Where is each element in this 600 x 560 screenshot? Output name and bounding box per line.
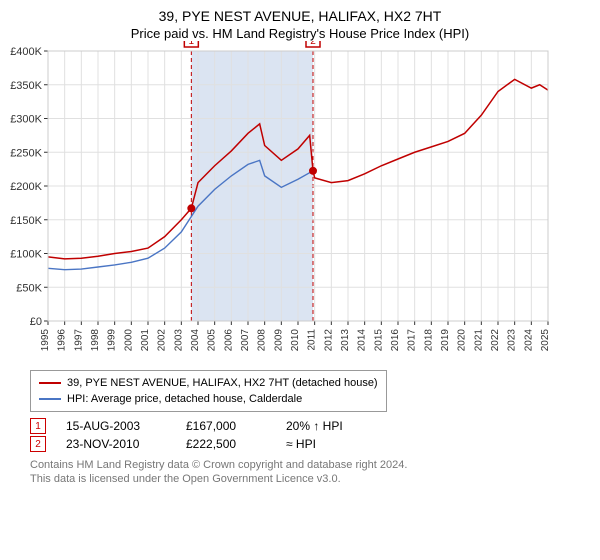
svg-text:£150K: £150K [10, 215, 42, 227]
svg-text:£100K: £100K [10, 249, 42, 261]
svg-text:2010: 2010 [290, 329, 301, 352]
legend-swatch [39, 382, 61, 384]
legend-label: 39, PYE NEST AVENUE, HALIFAX, HX2 7HT (d… [67, 375, 378, 391]
svg-text:2024: 2024 [523, 329, 534, 352]
title-line2: Price paid vs. HM Land Registry's House … [0, 26, 600, 41]
event-price: 15-AUG-2003 [66, 419, 186, 433]
svg-text:1995: 1995 [40, 329, 51, 352]
svg-text:£400K: £400K [10, 46, 42, 58]
svg-text:2025: 2025 [540, 329, 551, 352]
event-price: 23-NOV-2010 [66, 437, 186, 451]
svg-text:2001: 2001 [140, 329, 151, 352]
svg-text:2019: 2019 [440, 329, 451, 352]
svg-text:£200K: £200K [10, 181, 42, 193]
event-row: 223-NOV-2010£222,500≈ HPI [30, 436, 600, 452]
svg-text:2011: 2011 [307, 329, 318, 351]
svg-text:2004: 2004 [190, 329, 201, 352]
legend-label: HPI: Average price, detached house, Cald… [67, 391, 302, 407]
svg-text:2020: 2020 [457, 329, 468, 352]
svg-text:2002: 2002 [157, 329, 168, 352]
svg-text:2006: 2006 [223, 329, 234, 352]
svg-text:2021: 2021 [473, 329, 484, 352]
svg-text:2: 2 [310, 41, 316, 47]
chart: 1995 1996 1997 1998 1999 2000 2001 2002 2003 2004… [0, 41, 600, 364]
svg-text:2022: 2022 [490, 329, 501, 352]
event-row: 115-AUG-2003£167,00020% ↑ HPI [30, 418, 600, 434]
event-badge: 1 [30, 418, 46, 434]
chart-svg: 1995 1996 1997 1998 1999 2000 2001 2002 2003 2004… [0, 41, 560, 361]
svg-text:£350K: £350K [10, 80, 42, 92]
legend-item: 39, PYE NEST AVENUE, HALIFAX, HX2 7HT (d… [39, 375, 378, 391]
legend-swatch [39, 398, 61, 400]
svg-text:2023: 2023 [507, 329, 518, 352]
svg-text:2015: 2015 [373, 329, 384, 352]
svg-text:£250K: £250K [10, 147, 42, 159]
legend-item: HPI: Average price, detached house, Cald… [39, 391, 378, 407]
svg-text:1999: 1999 [107, 329, 118, 352]
svg-text:1997: 1997 [73, 329, 84, 352]
svg-text:£0: £0 [30, 316, 42, 328]
footer-line2: This data is licensed under the Open Gov… [30, 472, 600, 486]
svg-text:2005: 2005 [207, 329, 218, 352]
svg-text:2018: 2018 [423, 329, 434, 352]
event-note: ≈ HPI [286, 437, 406, 451]
svg-text:£50K: £50K [16, 282, 42, 294]
svg-text:£300K: £300K [10, 114, 42, 126]
svg-text:2009: 2009 [273, 329, 284, 352]
title-line1: 39, PYE NEST AVENUE, HALIFAX, HX2 7HT [0, 8, 600, 24]
svg-text:2016: 2016 [390, 329, 401, 352]
footer: Contains HM Land Registry data © Crown c… [30, 458, 600, 486]
svg-text:2000: 2000 [123, 329, 134, 352]
event-note: 20% ↑ HPI [286, 419, 406, 433]
footer-line1: Contains HM Land Registry data © Crown c… [30, 458, 600, 472]
svg-text:2008: 2008 [257, 329, 268, 352]
svg-text:2013: 2013 [340, 329, 351, 352]
svg-text:2014: 2014 [357, 329, 368, 352]
titles: 39, PYE NEST AVENUE, HALIFAX, HX2 7HT Pr… [0, 0, 600, 41]
legend: 39, PYE NEST AVENUE, HALIFAX, HX2 7HT (d… [30, 370, 387, 412]
events-table: 115-AUG-2003£167,00020% ↑ HPI223-NOV-201… [30, 418, 600, 452]
svg-text:1: 1 [189, 41, 195, 47]
svg-text:2012: 2012 [323, 329, 334, 352]
svg-text:1996: 1996 [57, 329, 68, 352]
svg-text:2017: 2017 [407, 329, 418, 352]
event-badge: 2 [30, 436, 46, 452]
svg-text:1998: 1998 [90, 329, 101, 352]
svg-text:2003: 2003 [173, 329, 184, 352]
svg-text:2007: 2007 [240, 329, 251, 352]
